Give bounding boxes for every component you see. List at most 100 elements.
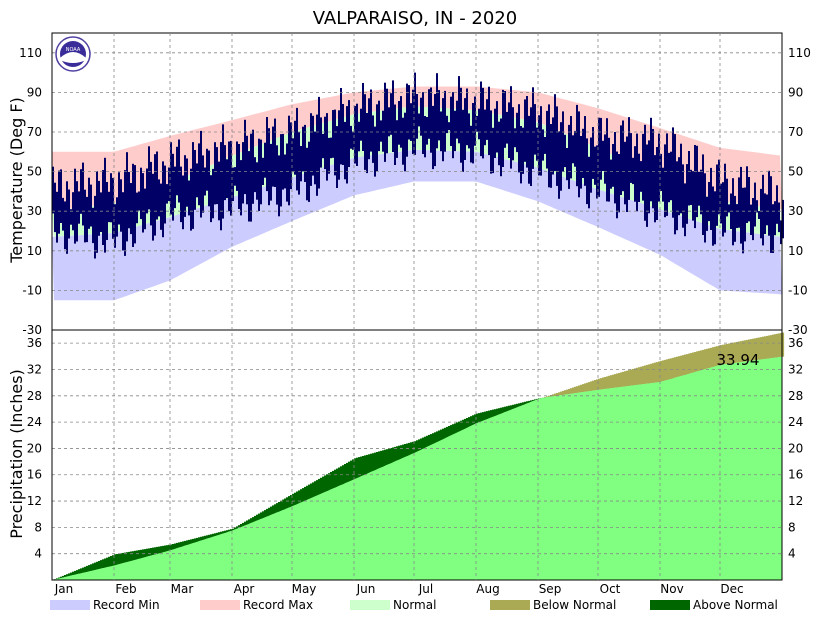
above-normal-bar — [414, 441, 417, 453]
above-normal-bar — [102, 559, 105, 569]
below-normal-bar — [734, 342, 737, 363]
below-normal-bar — [730, 343, 733, 364]
above-normal-bar — [116, 554, 119, 565]
observed-temp-bar — [442, 98, 444, 162]
below-normal-bar — [740, 341, 743, 363]
above-normal-bar — [200, 536, 203, 541]
above-normal-bar — [242, 522, 245, 527]
below-normal-bar — [760, 337, 763, 360]
above-normal-bar — [350, 460, 353, 482]
above-normal-bar — [80, 568, 83, 574]
above-normal-bar — [376, 452, 379, 470]
above-normal-bar — [518, 403, 521, 407]
below-normal-bar — [672, 357, 675, 379]
observed-temp-bar — [122, 192, 124, 251]
observed-temp-bar — [266, 117, 268, 192]
below-normal-bar — [570, 388, 573, 394]
above-normal-bar — [474, 414, 477, 425]
observed-temp-bar — [180, 166, 182, 223]
temp-tick-label-right: 70 — [788, 125, 803, 139]
below-normal-bar — [616, 373, 619, 388]
below-normal-bar — [556, 393, 559, 396]
observed-temp-bar — [226, 159, 228, 199]
observed-temp-bar — [482, 87, 484, 159]
observed-temp-bar — [532, 87, 534, 169]
observed-temp-bar — [92, 207, 94, 244]
above-normal-bar — [178, 542, 181, 548]
above-normal-bar — [86, 565, 89, 572]
observed-temp-bar — [572, 135, 574, 164]
observed-temp-bar — [568, 124, 570, 189]
below-normal-bar — [704, 349, 707, 370]
observed-temp-bar — [388, 107, 390, 137]
above-normal-bar — [160, 546, 163, 554]
above-normal-bar — [186, 540, 189, 546]
above-normal-bar — [206, 535, 209, 539]
above-normal-bar — [68, 573, 71, 577]
above-normal-bar — [294, 492, 297, 506]
observed-temp-bar — [338, 110, 340, 180]
below-normal-bar — [606, 376, 609, 389]
observed-temp-bar — [492, 127, 494, 174]
below-normal-bar — [554, 393, 557, 397]
above-normal-bar — [150, 548, 153, 556]
observed-temp-bar — [490, 110, 492, 174]
observed-temp-bar — [752, 198, 754, 241]
observed-temp-bar — [756, 200, 758, 213]
observed-temp-bar — [100, 192, 102, 232]
above-normal-bar — [66, 574, 69, 577]
below-normal-bar — [582, 384, 585, 393]
below-normal-bar — [708, 348, 711, 369]
precipitation-axis-label: Precipitation (Inches) — [7, 369, 26, 539]
legend-label: Above Normal — [693, 598, 778, 612]
precip-tick-label-left: 32 — [27, 362, 42, 376]
above-normal-bar — [112, 555, 115, 566]
observed-temp-bar — [346, 106, 348, 184]
below-normal-bar — [752, 338, 755, 361]
above-normal-bar — [386, 449, 389, 466]
observed-temp-bar — [80, 169, 82, 214]
precip-tick-label-right: 36 — [788, 336, 803, 350]
above-normal-bar — [284, 498, 287, 510]
above-normal-bar — [196, 537, 199, 543]
above-normal-bar — [128, 551, 131, 562]
observed-temp-bar — [88, 177, 90, 229]
above-normal-bar — [70, 572, 73, 576]
noaa-logo-text: NOAA — [66, 47, 81, 53]
above-normal-bar — [378, 451, 381, 469]
above-normal-bar — [198, 537, 201, 542]
observed-temp-bar — [380, 120, 382, 142]
above-normal-bar — [214, 533, 217, 537]
observed-temp-bar — [712, 186, 714, 246]
observed-temp-bar — [304, 124, 306, 182]
observed-temp-bar — [430, 87, 432, 153]
above-normal-bar — [442, 428, 445, 440]
above-normal-bar — [288, 496, 291, 508]
below-normal-bar — [634, 368, 637, 386]
observed-temp-bar — [244, 119, 246, 195]
observed-temp-bar — [120, 179, 122, 232]
below-normal-bar — [698, 350, 701, 372]
above-normal-bar — [140, 549, 143, 559]
above-normal-bar — [108, 556, 111, 567]
above-normal-bar — [260, 512, 263, 520]
below-normal-bar — [546, 396, 549, 398]
above-normal-bar — [162, 545, 165, 553]
above-normal-bar — [450, 425, 453, 436]
observed-temp-bar — [528, 115, 530, 184]
observed-temp-bar — [684, 183, 686, 237]
observed-temp-bar — [102, 170, 104, 245]
above-normal-bar — [510, 405, 513, 411]
observed-temp-bar — [330, 137, 332, 159]
temp-tick-label-left: 10 — [27, 244, 42, 258]
above-normal-bar — [110, 556, 113, 567]
above-normal-bar — [60, 576, 63, 579]
observed-temp-bar — [66, 181, 68, 254]
observed-temp-bar — [488, 86, 490, 156]
temperature-panel: 110 110 90 90 70 70 50 50 30 30 10 10 -10 -10 -30 -30 — [19, 32, 811, 337]
observed-temp-bar — [270, 143, 272, 201]
above-normal-bar — [408, 442, 411, 456]
below-normal-bar — [682, 355, 685, 376]
temp-tick-label-left: 50 — [27, 165, 42, 179]
below-normal-bar — [610, 375, 613, 389]
